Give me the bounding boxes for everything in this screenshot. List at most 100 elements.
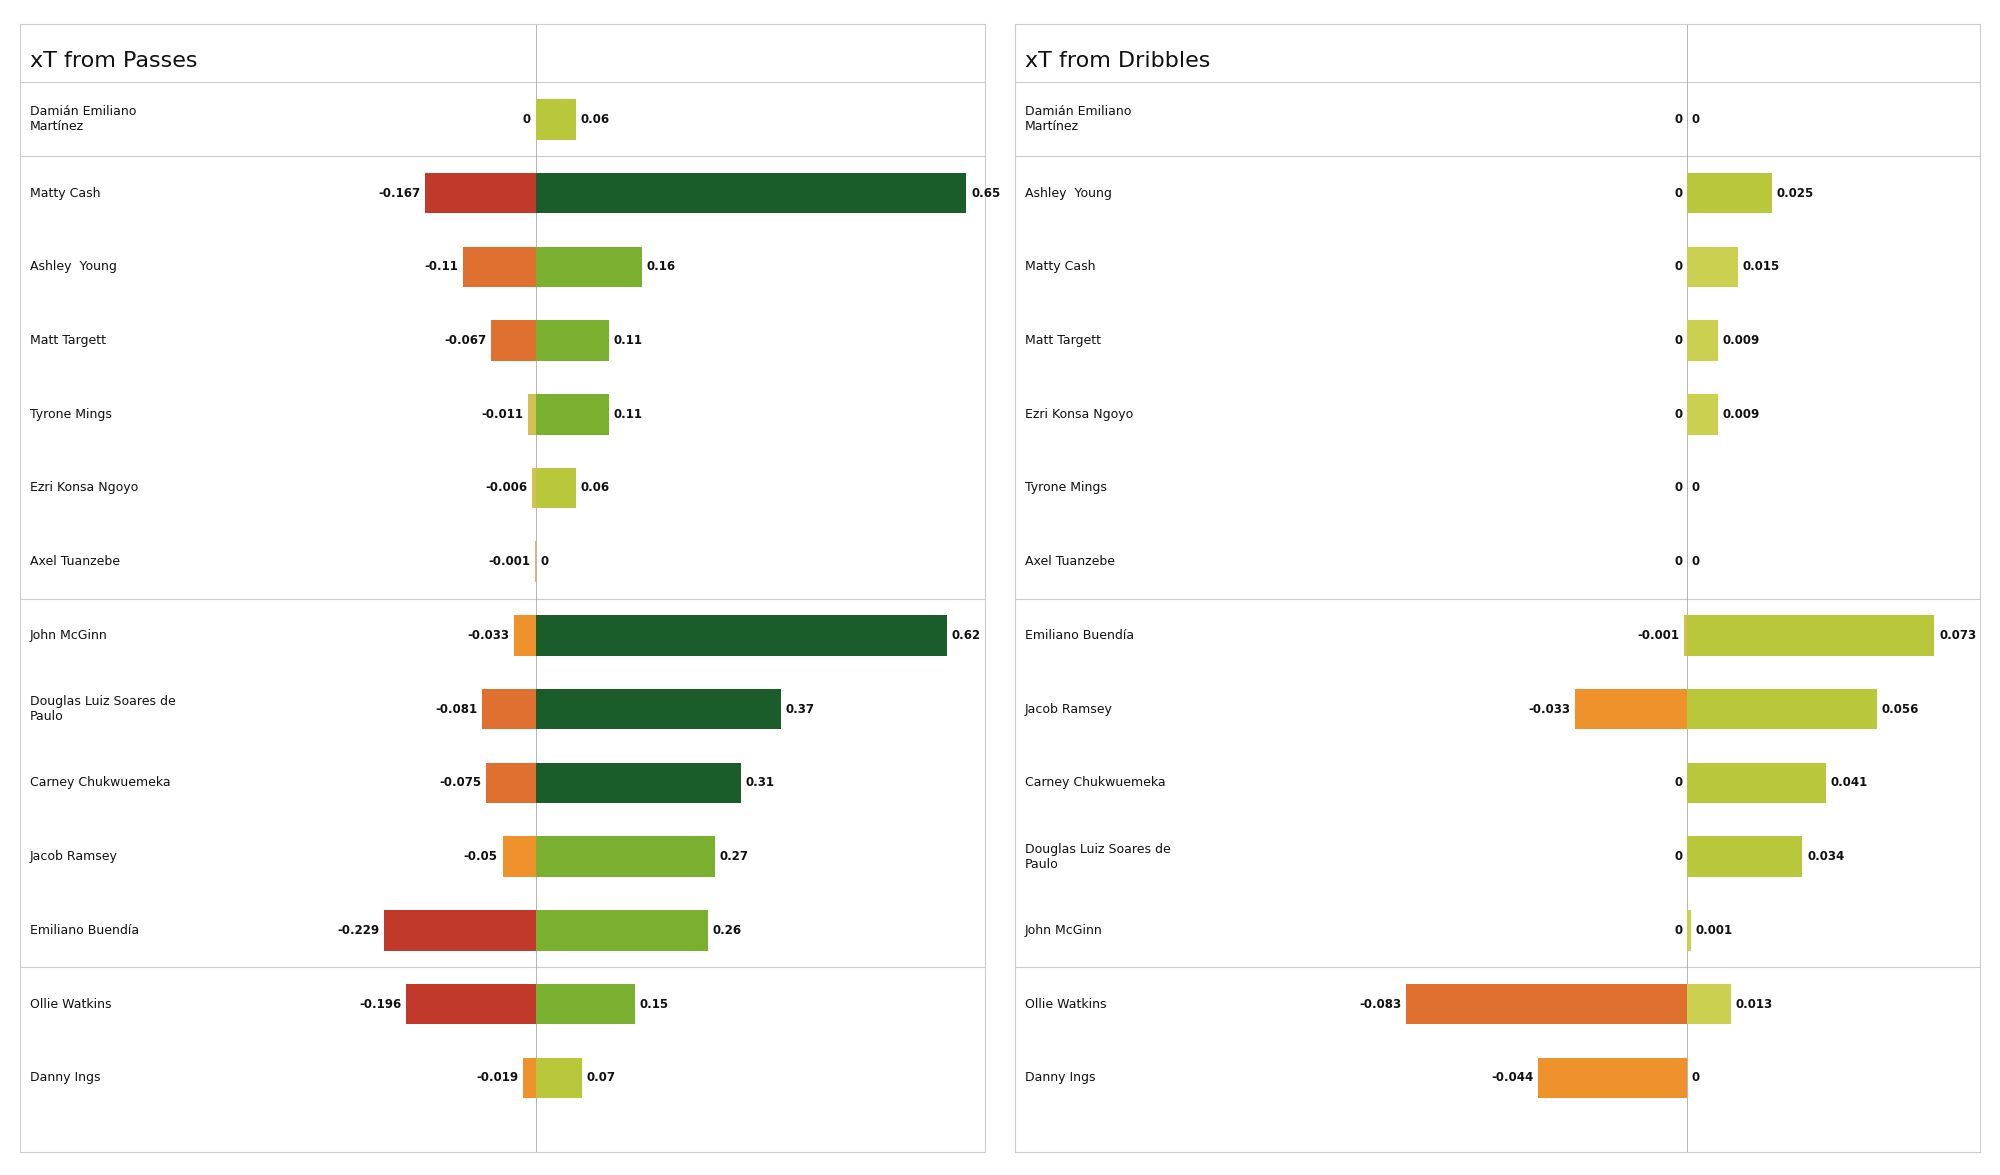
- Bar: [426, 173, 536, 214]
- Bar: [1688, 911, 1690, 951]
- Bar: [492, 321, 536, 361]
- Text: 0.056: 0.056: [1882, 703, 1918, 716]
- Text: Damián Emiliano
Martínez: Damián Emiliano Martínez: [30, 106, 136, 133]
- Text: John McGinn: John McGinn: [30, 629, 108, 642]
- Text: 0.073: 0.073: [1940, 629, 1976, 642]
- Bar: [486, 763, 536, 804]
- Bar: [1688, 837, 1802, 877]
- Text: -0.05: -0.05: [464, 850, 498, 864]
- Bar: [536, 837, 714, 877]
- Text: Tyrone Mings: Tyrone Mings: [1024, 482, 1106, 495]
- Bar: [406, 983, 536, 1025]
- Text: Danny Ings: Danny Ings: [30, 1072, 100, 1085]
- Text: -0.001: -0.001: [1638, 629, 1680, 642]
- Text: Jacob Ramsey: Jacob Ramsey: [1024, 703, 1112, 716]
- Bar: [528, 394, 536, 435]
- Text: 0: 0: [1674, 482, 1682, 495]
- Text: Axel Tuanzebe: Axel Tuanzebe: [1024, 556, 1114, 569]
- Text: xT from Dribbles: xT from Dribbles: [1024, 52, 1210, 72]
- Text: -0.081: -0.081: [436, 703, 478, 716]
- Text: 0: 0: [1674, 777, 1682, 790]
- Bar: [532, 468, 536, 509]
- Text: Axel Tuanzebe: Axel Tuanzebe: [30, 556, 120, 569]
- Text: 0: 0: [1674, 556, 1682, 569]
- Text: 0.11: 0.11: [614, 408, 642, 421]
- Text: 0.26: 0.26: [712, 924, 742, 936]
- Text: Emiliano Buendía: Emiliano Buendía: [1024, 629, 1134, 642]
- Text: -0.196: -0.196: [358, 998, 402, 1010]
- Bar: [536, 99, 576, 140]
- Bar: [536, 911, 708, 951]
- Text: Ollie Watkins: Ollie Watkins: [1024, 998, 1106, 1010]
- Text: 0.025: 0.025: [1776, 187, 1814, 200]
- Text: Tyrone Mings: Tyrone Mings: [30, 408, 112, 421]
- Text: 0: 0: [1674, 408, 1682, 421]
- Text: 0: 0: [540, 556, 548, 569]
- Text: 0: 0: [522, 113, 532, 126]
- Bar: [1538, 1058, 1688, 1099]
- Bar: [536, 468, 576, 509]
- Bar: [1688, 689, 1876, 730]
- Bar: [536, 983, 636, 1025]
- Text: 0.31: 0.31: [746, 777, 774, 790]
- Text: 0.15: 0.15: [640, 998, 670, 1010]
- Bar: [384, 911, 536, 951]
- Text: Ezri Konsa Ngoyo: Ezri Konsa Ngoyo: [30, 482, 138, 495]
- Text: -0.011: -0.011: [482, 408, 524, 421]
- Bar: [462, 247, 536, 287]
- Text: 0: 0: [1674, 850, 1682, 864]
- Text: 0.06: 0.06: [580, 113, 610, 126]
- Text: 0.06: 0.06: [580, 482, 610, 495]
- Text: 0: 0: [1692, 1072, 1700, 1085]
- Text: Matty Cash: Matty Cash: [1024, 261, 1096, 274]
- Text: Carney Chukwuemeka: Carney Chukwuemeka: [30, 777, 170, 790]
- Text: -0.075: -0.075: [440, 777, 482, 790]
- Text: 0.27: 0.27: [720, 850, 748, 864]
- Text: Damián Emiliano
Martínez: Damián Emiliano Martínez: [1024, 106, 1132, 133]
- Text: -0.067: -0.067: [444, 334, 486, 347]
- Bar: [536, 1058, 582, 1099]
- Text: Jacob Ramsey: Jacob Ramsey: [30, 850, 118, 864]
- Text: 0: 0: [1674, 334, 1682, 347]
- Text: Douglas Luiz Soares de
Paulo: Douglas Luiz Soares de Paulo: [30, 696, 176, 723]
- Text: 0: 0: [1674, 261, 1682, 274]
- Text: -0.001: -0.001: [488, 556, 530, 569]
- Text: 0: 0: [1674, 187, 1682, 200]
- Text: -0.229: -0.229: [338, 924, 380, 936]
- Text: 0: 0: [1674, 113, 1682, 126]
- Bar: [1576, 689, 1688, 730]
- Text: Douglas Luiz Soares de
Paulo: Douglas Luiz Soares de Paulo: [1024, 842, 1170, 871]
- Text: -0.033: -0.033: [468, 629, 510, 642]
- Text: 0.001: 0.001: [1696, 924, 1732, 936]
- Bar: [536, 763, 742, 804]
- Text: 0.37: 0.37: [786, 703, 814, 716]
- Text: Matt Targett: Matt Targett: [30, 334, 106, 347]
- Bar: [1688, 247, 1738, 287]
- Text: -0.083: -0.083: [1360, 998, 1402, 1010]
- Text: 0.07: 0.07: [586, 1072, 616, 1085]
- Bar: [1688, 763, 1826, 804]
- Text: 0.62: 0.62: [952, 629, 980, 642]
- Text: Danny Ings: Danny Ings: [1024, 1072, 1096, 1085]
- Bar: [1688, 394, 1718, 435]
- Text: xT from Passes: xT from Passes: [30, 52, 198, 72]
- Bar: [536, 173, 966, 214]
- Text: 0.041: 0.041: [1830, 777, 1868, 790]
- Text: 0: 0: [1692, 482, 1700, 495]
- Text: Matt Targett: Matt Targett: [1024, 334, 1100, 347]
- Text: Ezri Konsa Ngoyo: Ezri Konsa Ngoyo: [1024, 408, 1132, 421]
- Text: 0.11: 0.11: [614, 334, 642, 347]
- Text: 0.013: 0.013: [1736, 998, 1774, 1010]
- Text: 0.65: 0.65: [972, 187, 1000, 200]
- Text: 0: 0: [1674, 924, 1682, 936]
- Text: 0.009: 0.009: [1722, 334, 1760, 347]
- Bar: [502, 837, 536, 877]
- Text: Matty Cash: Matty Cash: [30, 187, 100, 200]
- Text: John McGinn: John McGinn: [1024, 924, 1102, 936]
- Text: 0.034: 0.034: [1808, 850, 1844, 864]
- Bar: [524, 1058, 536, 1099]
- Bar: [1688, 983, 1732, 1025]
- Bar: [536, 321, 608, 361]
- Text: Emiliano Buendía: Emiliano Buendía: [30, 924, 138, 936]
- Bar: [536, 689, 780, 730]
